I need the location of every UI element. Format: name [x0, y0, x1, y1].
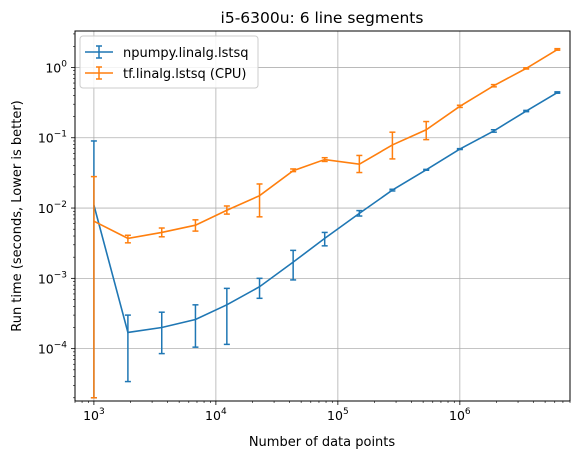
legend-label: tf.linalg.lstsq (CPU)	[123, 67, 247, 82]
series-1	[90, 47, 561, 399]
y-axis-label: Run time (seconds, Lower is better)	[10, 100, 25, 332]
x-tick-label: 104	[205, 407, 227, 423]
y-tick-label: 10−2	[38, 200, 67, 216]
y-tick-label: 10−1	[38, 130, 67, 146]
legend: npumpy.linalg.lstsq tf.linalg.lstsq (CPU)	[79, 35, 259, 89]
x-tick-label: 103	[83, 407, 105, 423]
y-tick-label: 10−4	[38, 341, 67, 357]
x-axis-label: Number of data points	[249, 435, 396, 450]
series-line	[93, 91, 558, 334]
legend-label: npumpy.linalg.lstsq	[123, 46, 249, 61]
x-tick-label: 105	[327, 407, 349, 423]
series-line	[93, 48, 558, 240]
chart-title: i5-6300u: 6 line segments	[221, 9, 424, 27]
plot-frame	[74, 30, 571, 402]
legend-item: npumpy.linalg.lstsq	[85, 45, 249, 61]
ticks: 103 104 105 106 10−4 10−3 10−2 10−1 100	[38, 33, 571, 423]
y-tick-label: 10−3	[38, 270, 67, 286]
x-tick-label: 106	[449, 407, 471, 423]
y-tick-label: 100	[45, 59, 67, 75]
legend-box	[79, 35, 259, 89]
series-layer	[90, 47, 561, 399]
legend-item: tf.linalg.lstsq (CPU)	[85, 66, 247, 82]
